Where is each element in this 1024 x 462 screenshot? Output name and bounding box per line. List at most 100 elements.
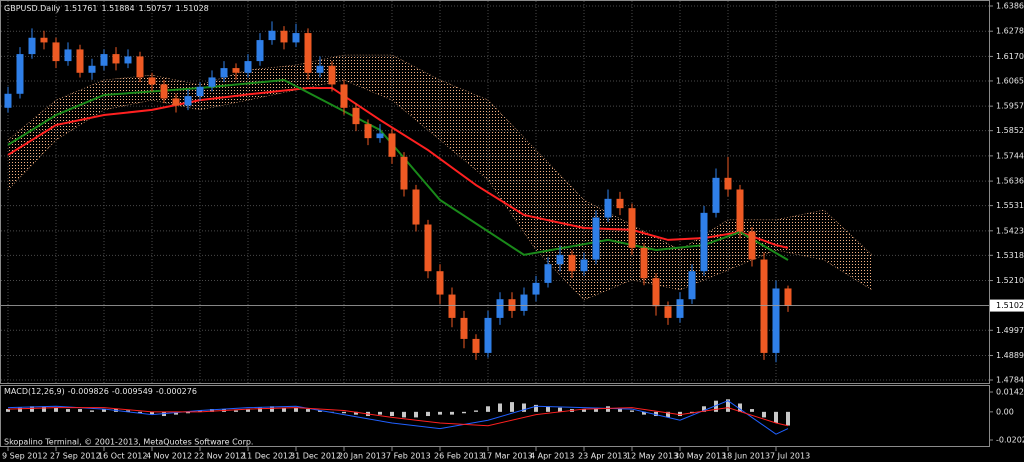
macd-bar <box>498 403 502 412</box>
x-tick-label: 31 Dec 2012 <box>290 452 341 461</box>
macd-bar <box>78 409 82 412</box>
candle-body <box>472 338 480 353</box>
x-tick-label: 12 May 2013 <box>626 452 678 461</box>
macd-bar <box>654 411 658 417</box>
candle-body <box>268 30 276 41</box>
x-tick-label: 4 Apr 2013 <box>530 452 574 461</box>
macd-bar <box>186 411 190 414</box>
macd-bar <box>774 411 778 423</box>
macd-bar <box>750 409 754 412</box>
macd-bar <box>630 410 634 412</box>
macd-bar <box>534 404 538 412</box>
macd-bar <box>666 411 670 418</box>
macd-bar <box>522 403 526 412</box>
candle-body <box>736 189 744 232</box>
macd-bar <box>90 410 94 412</box>
symbol-title: GBPUSD.Daily <box>4 4 61 13</box>
macd-bar <box>642 411 646 415</box>
candle-body <box>520 294 528 311</box>
macd-bar <box>390 411 394 417</box>
candle-body <box>724 177 732 190</box>
candle-body <box>772 288 780 353</box>
ohlc-value: 1.51884 <box>101 4 134 13</box>
x-tick-label: 9 Sep 2012 <box>2 452 48 461</box>
macd-header: MACD(12,26,9) -0.009826 -0.009549 -0.000276 <box>4 387 197 396</box>
macd-bar <box>378 411 382 415</box>
x-tick-label: 7 Jul 2013 <box>770 452 810 461</box>
candle-body <box>16 54 24 94</box>
macd-bar <box>258 407 262 412</box>
macd-bar <box>318 410 322 412</box>
macd-bar <box>150 411 154 415</box>
cloud-edge <box>7 79 873 301</box>
macd-bar <box>210 409 214 412</box>
ohlc-value: 1.50757 <box>139 4 172 13</box>
candle-body <box>100 54 108 66</box>
candle-body <box>424 224 432 272</box>
macd-bar <box>246 409 250 412</box>
macd-bar <box>126 410 130 412</box>
y-tick-label: 1.60650 <box>996 76 1024 85</box>
x-tick-label: 7 Feb 2013 <box>386 452 431 461</box>
macd-bar <box>726 399 730 412</box>
y-tick-label: 1.53180 <box>996 251 1024 260</box>
macd-bar <box>18 407 22 412</box>
macd-bar <box>606 406 610 412</box>
candle-body <box>532 282 540 295</box>
candle-body <box>256 40 264 62</box>
macd-bar <box>6 409 10 412</box>
candle-body <box>316 65 324 73</box>
macd-bar <box>702 406 706 412</box>
macd-frame <box>0 385 990 447</box>
candle-body <box>172 98 180 106</box>
macd-bar <box>30 406 34 412</box>
chart-header: GBPUSD.Daily 1.51761 1.51884 1.50757 1.51028 <box>4 4 209 13</box>
macd-bar <box>174 411 178 415</box>
candle-body <box>640 247 648 279</box>
candle-body <box>376 133 384 139</box>
macd-bar <box>42 406 46 412</box>
candle-body <box>220 68 228 78</box>
macd-bar <box>510 402 514 412</box>
candle-body <box>592 217 600 260</box>
macd-bar <box>438 411 442 415</box>
y-tick-label: 1.48890 <box>996 351 1024 360</box>
candle-body <box>160 84 168 99</box>
ohlc-value: 1.51028 <box>176 4 209 13</box>
y-tick-label: 1.47840 <box>996 376 1024 385</box>
macd-line <box>7 400 789 435</box>
candle-body <box>52 42 60 62</box>
candle-body <box>568 254 576 272</box>
candle-body <box>496 299 504 318</box>
x-tick-label: 26 Feb 2013 <box>434 452 484 461</box>
y-tick-label: -0.020201 <box>996 436 1024 445</box>
candle-body <box>400 156 408 190</box>
candle-body <box>412 189 420 225</box>
candle-body <box>244 61 252 73</box>
macd-bar <box>66 409 70 412</box>
candle-body <box>712 177 720 213</box>
candle-body <box>664 306 672 318</box>
macd-readout: -0.009826 <box>68 387 109 396</box>
candle-body <box>112 54 120 64</box>
macd-bar <box>354 411 358 415</box>
macd-bar <box>786 411 790 426</box>
y-tick-label: 0.014247 <box>996 388 1024 397</box>
candle-body <box>652 278 660 307</box>
footer: Skopalino Terminal, © 2001-2013, MetaQuo… <box>4 438 253 447</box>
y-tick-label: 1.54230 <box>996 226 1024 235</box>
candle-body <box>88 65 96 73</box>
macd-bar <box>582 409 586 412</box>
candle-body <box>508 299 516 311</box>
macd-bar <box>546 406 550 412</box>
macd-bar <box>306 409 310 412</box>
macd-bar <box>762 411 766 418</box>
x-tick-label: 23 Apr 2013 <box>578 452 627 461</box>
x-tick-label: 4 Nov 2012 <box>146 452 192 461</box>
macd-bar <box>426 411 430 417</box>
candle-body <box>304 33 312 73</box>
candle-body <box>28 37 36 55</box>
